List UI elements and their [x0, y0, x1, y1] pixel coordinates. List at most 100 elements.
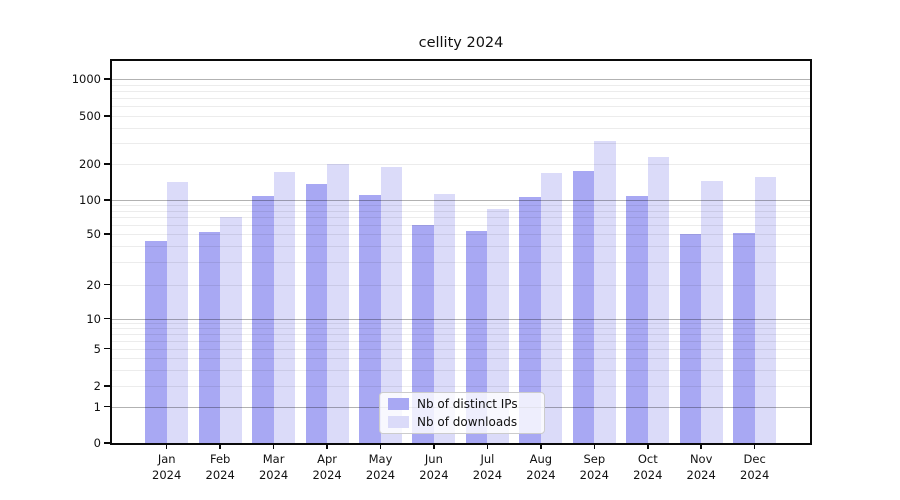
y-tick-mark — [104, 78, 110, 80]
x-tick-label: Apr 2024 — [297, 452, 357, 483]
y-gridline-minor — [112, 163, 810, 165]
y-gridline-minor — [112, 357, 810, 359]
bar-distinct-ips — [626, 195, 648, 443]
bar-distinct-ips — [679, 233, 702, 443]
legend-swatch-downloads — [388, 416, 409, 428]
bar-downloads — [327, 163, 349, 443]
bar-distinct-ips — [198, 231, 221, 443]
bar-downloads — [594, 140, 616, 443]
y-tick-label: 20 — [86, 277, 101, 292]
y-gridline-major — [112, 79, 810, 80]
plot-area: Nb of distinct IPs Nb of downloads — [110, 59, 812, 445]
x-tick-mark — [326, 443, 328, 449]
y-gridline-major — [112, 199, 810, 201]
legend-label-distinct-ips: Nb of distinct IPs — [417, 397, 518, 411]
x-tick-label: Dec 2024 — [725, 452, 785, 483]
chart-title: cellity 2024 — [418, 35, 504, 51]
y-tick-label: 10 — [86, 311, 101, 326]
x-tick-label: Jun 2024 — [404, 452, 464, 483]
y-tick-label: 1 — [93, 399, 101, 414]
y-tick-mark — [104, 442, 110, 444]
bar-distinct-ips — [305, 184, 328, 443]
x-tick-mark — [433, 443, 435, 449]
bar-distinct-ips — [572, 171, 595, 443]
y-gridline-minor — [112, 142, 810, 144]
x-tick-label-year: 2024 — [686, 467, 716, 482]
bar-distinct-ips — [252, 196, 274, 443]
bar-distinct-ips — [465, 230, 488, 443]
y-tick-label: 200 — [79, 156, 101, 171]
x-tick-label-month: Oct — [637, 452, 658, 466]
y-gridline-minor — [112, 205, 810, 206]
x-tick-mark — [753, 443, 756, 449]
x-tick-label: May 2024 — [351, 452, 411, 483]
y-gridline-minor — [112, 98, 810, 99]
x-tick-mark — [700, 443, 702, 449]
y-gridline-minor — [112, 115, 810, 117]
x-tick-label-month: May — [368, 452, 393, 466]
x-tick-mark — [486, 443, 489, 449]
bar-downloads — [166, 182, 189, 443]
legend: Nb of distinct IPs Nb of downloads — [379, 392, 545, 434]
legend-label-downloads: Nb of downloads — [417, 415, 518, 429]
y-tick-mark — [104, 163, 110, 165]
y-gridline-minor — [112, 328, 810, 330]
x-tick-label-year: 2024 — [419, 467, 449, 482]
y-gridline-minor — [112, 210, 810, 212]
grid-layer — [112, 61, 810, 443]
bar-downloads — [380, 167, 402, 443]
y-gridline-minor — [112, 284, 810, 286]
x-tick-mark — [379, 443, 382, 449]
bar-downloads — [701, 180, 723, 443]
x-tick-label-month: Apr — [317, 452, 338, 466]
y-tick-mark — [104, 405, 110, 408]
x-tick-label-year: 2024 — [526, 467, 556, 482]
bar-downloads — [540, 172, 563, 443]
x-tick-label-month: Aug — [529, 452, 553, 466]
y-tick-label: 50 — [86, 226, 101, 241]
x-tick-label: Aug 2024 — [511, 452, 571, 483]
x-tick-mark — [540, 443, 542, 449]
y-tick-label: 5 — [93, 341, 101, 356]
y-tick-label: 100 — [79, 192, 101, 207]
x-tick-label-year: 2024 — [579, 467, 609, 482]
y-tick-mark — [104, 385, 110, 387]
bar-layer — [112, 61, 810, 443]
x-tick-label-month: Mar — [262, 452, 285, 466]
legend-entry-downloads: Nb of downloads — [388, 415, 536, 429]
y-gridline-minor — [112, 246, 810, 248]
x-tick-label: Oct 2024 — [618, 452, 678, 483]
x-tick-label-month: Jan — [157, 452, 176, 466]
x-tick-label-month: Jul — [480, 452, 495, 466]
x-tick-mark — [647, 443, 649, 449]
x-tick-mark — [219, 443, 221, 449]
y-gridline-minor — [112, 334, 810, 336]
x-tick-label-year: 2024 — [633, 467, 663, 482]
x-tick-label-year: 2024 — [205, 467, 235, 482]
x-tick-label-month: Nov — [689, 452, 713, 466]
bar-distinct-ips — [145, 240, 167, 443]
x-tick-label-year: 2024 — [312, 467, 342, 482]
y-gridline-minor — [112, 386, 810, 388]
bar-downloads — [273, 171, 296, 443]
x-tick-label-year: 2024 — [152, 467, 182, 482]
y-gridline-minor — [112, 217, 810, 219]
bar-downloads — [754, 177, 777, 443]
bar-distinct-ips — [412, 224, 434, 443]
bar-downloads — [647, 157, 670, 443]
legend-entry-distinct-ips: Nb of distinct IPs — [388, 397, 536, 411]
x-tick-label-month: Dec — [743, 452, 766, 466]
x-tick-label: Jul 2024 — [457, 452, 517, 483]
y-gridline-minor — [112, 348, 810, 350]
y-gridline-minor — [112, 90, 810, 92]
x-tick-label: Mar 2024 — [244, 452, 304, 483]
x-tick-mark — [165, 443, 168, 449]
y-gridline-minor — [112, 369, 810, 371]
y-tick-label: 2 — [93, 379, 101, 394]
legend-swatch-distinct-ips — [388, 398, 409, 410]
x-tick-label: Feb 2024 — [190, 452, 250, 483]
x-tick-label-year: 2024 — [258, 467, 289, 482]
x-tick-mark — [272, 443, 275, 449]
y-tick-mark — [104, 347, 110, 350]
x-tick-label-month: Jun — [424, 452, 443, 466]
